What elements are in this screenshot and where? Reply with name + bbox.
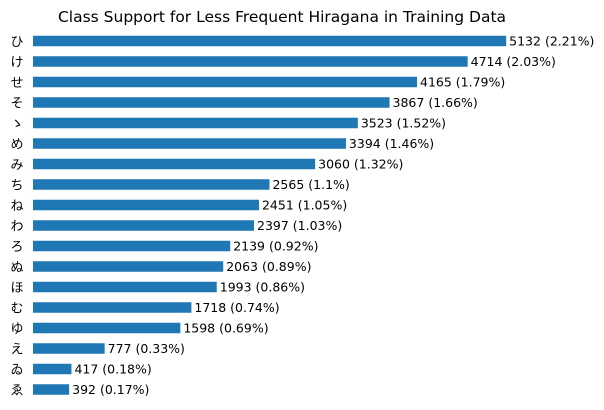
data-label: 1718 (0.74%) xyxy=(194,300,279,315)
category-label: ひ xyxy=(10,35,23,50)
category-label: め xyxy=(10,138,23,153)
data-label: 3394 (1.46%) xyxy=(349,136,434,151)
chart-title: Class Support for Less Frequent Hiragana… xyxy=(58,8,506,26)
data-label: 2451 (1.05%) xyxy=(262,198,347,213)
bar xyxy=(33,322,181,334)
data-label: 3867 (1.66%) xyxy=(393,95,478,110)
bar xyxy=(33,35,507,47)
bar xyxy=(33,240,231,252)
bar xyxy=(33,261,224,272)
bar xyxy=(33,97,390,108)
data-label: 417 (0.18%) xyxy=(74,362,151,377)
bar xyxy=(33,199,259,211)
bar xyxy=(33,179,270,190)
bar xyxy=(33,138,346,149)
data-label: 2397 (1.03%) xyxy=(257,218,342,233)
category-label: ゝ xyxy=(10,117,23,132)
category-label: み xyxy=(10,158,23,173)
bar xyxy=(33,158,316,170)
data-label: 2063 (0.89%) xyxy=(226,259,311,274)
data-label: 1598 (0.69%) xyxy=(183,321,268,336)
category-label: そ xyxy=(10,97,23,112)
category-label: む xyxy=(10,302,23,317)
category-label: ね xyxy=(10,199,23,214)
data-label: 777 (0.33%) xyxy=(108,341,185,356)
category-label: ち xyxy=(10,179,23,194)
bar xyxy=(33,117,358,129)
category-label: ゐ xyxy=(10,363,23,378)
bar xyxy=(33,220,255,231)
bar xyxy=(33,302,192,313)
category-label: せ xyxy=(10,76,23,91)
category-label: ぬ xyxy=(10,261,23,276)
bar xyxy=(33,343,105,354)
data-label: 2565 (1.1%) xyxy=(272,177,349,192)
bar xyxy=(33,281,217,293)
category-label: ゑ xyxy=(10,384,23,399)
data-label: 4165 (1.79%) xyxy=(420,75,505,90)
data-label: 4714 (2.03%) xyxy=(471,54,556,69)
data-label: 3060 (1.32%) xyxy=(318,157,403,172)
bar xyxy=(33,76,418,88)
category-label: ゆ xyxy=(10,322,23,337)
data-label: 1993 (0.86%) xyxy=(220,280,305,295)
category-label: け xyxy=(10,56,23,71)
data-label: 392 (0.17%) xyxy=(72,382,149,397)
bar xyxy=(33,384,70,395)
data-label: 5132 (2.21%) xyxy=(509,34,594,49)
bar xyxy=(33,363,72,375)
data-label: 3523 (1.52%) xyxy=(361,116,446,131)
category-label: わ xyxy=(10,220,23,235)
category-label: え xyxy=(10,343,23,358)
category-label: ほ xyxy=(10,281,23,296)
data-label: 2139 (0.92%) xyxy=(233,239,318,254)
category-label: ろ xyxy=(10,240,23,255)
bar xyxy=(33,56,468,67)
bars-group: ひ 5132 (2.21%) け 4714 (2.03%) せ 4165 (1.79%) そ… xyxy=(10,34,594,399)
